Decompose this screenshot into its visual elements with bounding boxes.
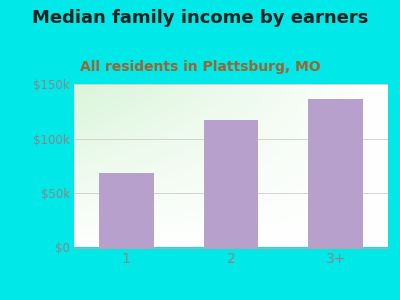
Bar bbox=[204, 120, 258, 248]
Bar bbox=[308, 99, 363, 248]
Text: Median family income by earners: Median family income by earners bbox=[32, 9, 368, 27]
Text: All residents in Plattsburg, MO: All residents in Plattsburg, MO bbox=[80, 60, 320, 74]
Bar bbox=[99, 173, 154, 247]
